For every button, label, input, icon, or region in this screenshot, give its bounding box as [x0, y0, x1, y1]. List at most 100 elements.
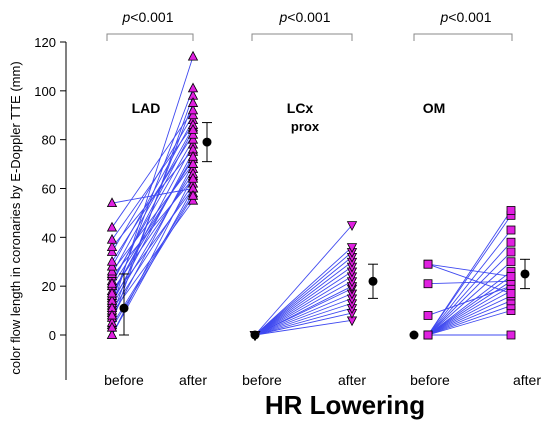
pair-line	[427, 263, 512, 277]
pair-line	[254, 285, 353, 336]
panel-om: p<0.001 OM before after	[409, 9, 541, 388]
data-point	[106, 287, 118, 298]
pair-line	[254, 297, 353, 336]
pair-line	[254, 251, 353, 336]
pair-line	[111, 149, 194, 248]
data-point	[106, 277, 118, 288]
y-tick-label: 100	[34, 84, 56, 99]
y-tick-label: 120	[34, 35, 56, 50]
pair-line	[427, 290, 512, 336]
y-tick-label: 80	[42, 133, 56, 148]
pair-line	[111, 193, 194, 326]
pair-line	[427, 295, 512, 336]
data-point	[106, 260, 118, 271]
pair-line	[111, 178, 194, 277]
pair-line	[427, 280, 512, 336]
y-tick-label: 40	[42, 230, 56, 245]
pair-line	[254, 312, 353, 336]
data-point	[346, 243, 358, 253]
panel-label: OM	[423, 100, 446, 116]
data-point	[106, 255, 118, 266]
pair-line	[427, 251, 512, 336]
data-point	[187, 194, 199, 205]
data-point	[187, 82, 199, 93]
x-category-label: after	[513, 372, 541, 388]
data-point	[187, 50, 199, 61]
data-point	[506, 247, 516, 257]
panel-label: LCx	[287, 100, 314, 116]
data-point	[423, 311, 433, 320]
pair-line	[427, 305, 512, 336]
data-point	[506, 225, 516, 235]
pair-line	[111, 163, 194, 272]
data-point	[346, 221, 358, 231]
mean-point	[368, 276, 378, 286]
data-point	[423, 259, 433, 269]
panel-label: LAD	[132, 100, 161, 116]
pair-line	[427, 310, 512, 336]
pair-line	[111, 102, 194, 316]
pair-line	[427, 300, 512, 336]
pair-line	[254, 261, 353, 336]
x-axis-title: HR Lowering	[265, 390, 425, 420]
data-point	[106, 221, 118, 232]
p-value-label: p<0.001	[278, 9, 330, 25]
pair-line	[427, 285, 512, 316]
mean-point	[520, 269, 530, 279]
pair-line	[254, 302, 353, 336]
mean-point	[250, 330, 260, 340]
pair-line	[111, 168, 194, 306]
pair-line	[111, 156, 194, 294]
pair-line	[111, 163, 194, 319]
pair-line	[111, 110, 194, 228]
data-point	[187, 124, 199, 134]
pair-line	[427, 215, 512, 336]
panels: p<0.001 LAD before after p<0.001 LCx prox befor…	[104, 9, 541, 388]
pair-line	[427, 241, 512, 336]
pair-line	[111, 127, 194, 275]
data-point	[187, 104, 199, 115]
data-point	[506, 289, 516, 298]
significance-bracket	[251, 33, 353, 41]
pair-line	[427, 271, 512, 336]
data-point	[506, 330, 516, 340]
panel-lad: p<0.001 LAD before after	[104, 9, 212, 388]
data-point	[106, 329, 118, 339]
data-point	[106, 197, 118, 208]
pair-line	[254, 276, 353, 336]
data-point	[423, 330, 433, 340]
pair-line	[254, 293, 353, 336]
data-point	[187, 128, 199, 139]
y-tick-label: 20	[42, 279, 56, 294]
pair-line	[111, 183, 194, 311]
y-axis-label: color flow length in coronaries by E-Dop…	[8, 61, 23, 374]
pair-line	[427, 280, 512, 285]
data-point	[106, 241, 118, 252]
data-point	[506, 271, 516, 281]
pair-line	[254, 246, 353, 336]
data-point	[423, 279, 433, 289]
data-point	[187, 150, 199, 161]
data-point	[187, 158, 199, 168]
pair-line	[254, 256, 353, 336]
pair-line	[111, 200, 194, 314]
pair-line	[427, 210, 512, 336]
pair-line	[427, 285, 512, 336]
pair-line	[427, 263, 512, 294]
data-point	[187, 109, 199, 120]
data-point	[506, 257, 516, 267]
data-point	[187, 133, 199, 144]
data-point	[106, 265, 118, 276]
p-value-label: p<0.001	[439, 9, 491, 25]
y-ticks: 0 20 40 60 80 100 120	[34, 35, 66, 343]
data-point	[106, 321, 118, 332]
x-category-label: before	[410, 372, 450, 388]
significance-bracket	[413, 33, 513, 41]
x-category-label: before	[104, 372, 144, 388]
data-point	[187, 172, 199, 183]
pair-line	[111, 56, 194, 309]
mean-point	[409, 330, 419, 340]
pair-line	[254, 266, 353, 336]
data-point	[506, 237, 516, 247]
